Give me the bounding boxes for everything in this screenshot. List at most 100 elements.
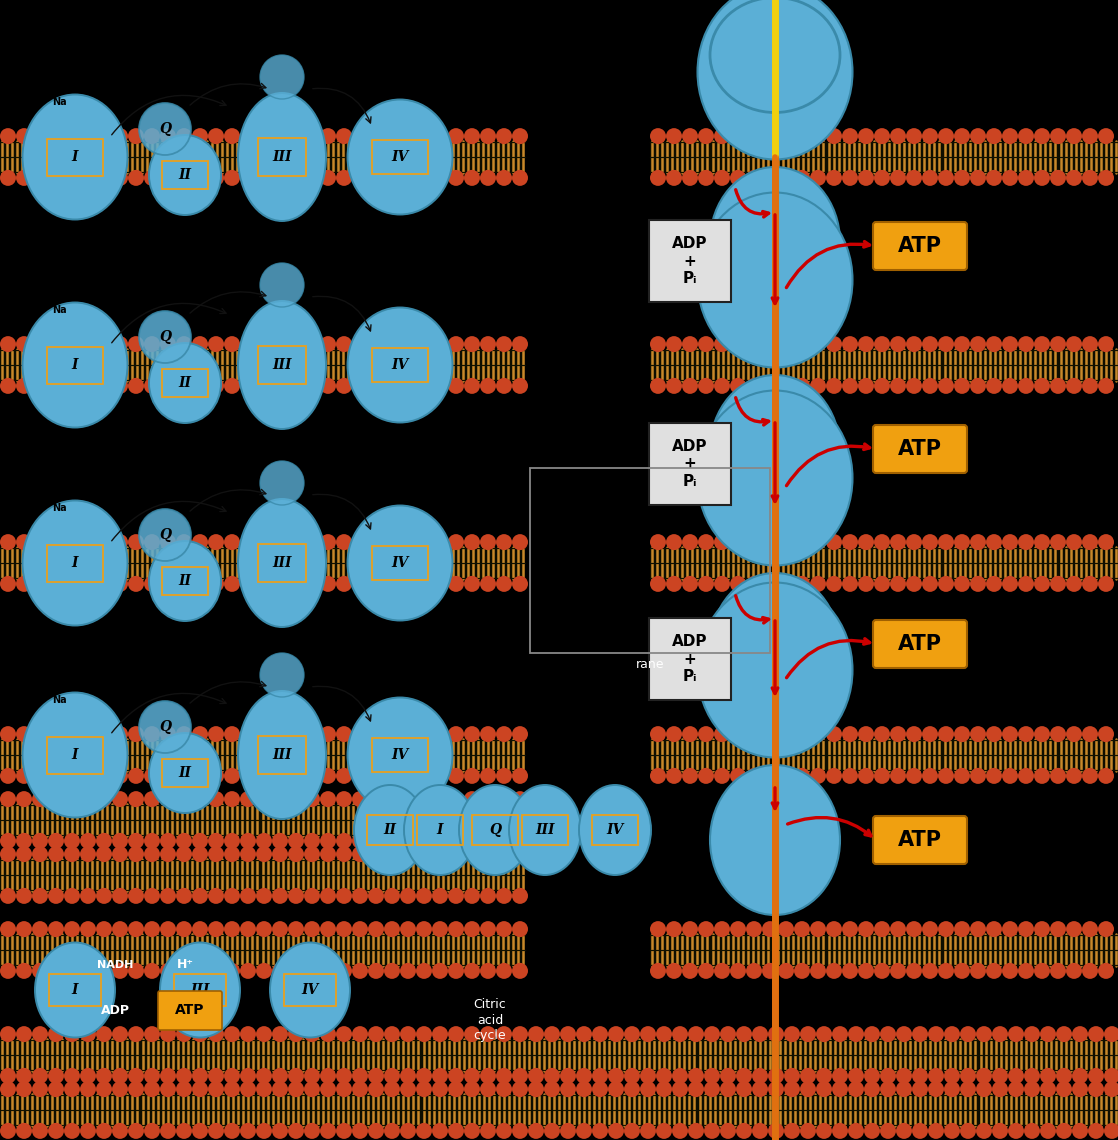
Text: Q: Q (159, 122, 171, 136)
Circle shape (496, 833, 512, 849)
Text: III: III (273, 150, 292, 164)
Circle shape (127, 1081, 144, 1097)
Circle shape (416, 1081, 432, 1097)
Text: IV: IV (391, 748, 408, 762)
Circle shape (811, 921, 826, 937)
Circle shape (368, 768, 383, 784)
Circle shape (954, 170, 970, 186)
Circle shape (256, 1026, 272, 1042)
Text: I: I (72, 150, 78, 164)
Circle shape (794, 336, 811, 352)
Circle shape (48, 791, 64, 807)
Circle shape (720, 1068, 736, 1084)
Ellipse shape (35, 943, 115, 1037)
Bar (650, 142, 1118, 171)
Text: I: I (72, 556, 78, 570)
Circle shape (48, 1081, 64, 1097)
Circle shape (1040, 1123, 1057, 1139)
Circle shape (528, 1123, 544, 1139)
Circle shape (778, 535, 794, 551)
Circle shape (960, 1026, 976, 1042)
Circle shape (432, 170, 448, 186)
Circle shape (794, 377, 811, 394)
Circle shape (938, 963, 954, 979)
Circle shape (730, 576, 746, 592)
Circle shape (32, 1081, 48, 1097)
Circle shape (320, 726, 337, 742)
Circle shape (704, 1123, 720, 1139)
Circle shape (496, 377, 512, 394)
Circle shape (1040, 1081, 1057, 1097)
Circle shape (1034, 336, 1050, 352)
Circle shape (383, 888, 400, 904)
Circle shape (127, 833, 144, 849)
Circle shape (139, 701, 191, 754)
Circle shape (682, 576, 698, 592)
Circle shape (176, 535, 192, 551)
Circle shape (256, 336, 272, 352)
Circle shape (746, 768, 762, 784)
Circle shape (32, 888, 48, 904)
Circle shape (730, 128, 746, 144)
Circle shape (352, 535, 368, 551)
Circle shape (778, 963, 794, 979)
Circle shape (842, 535, 858, 551)
Circle shape (896, 1123, 912, 1139)
Bar (650, 220, 731, 302)
Circle shape (528, 1081, 544, 1097)
Circle shape (304, 888, 320, 904)
Circle shape (794, 921, 811, 937)
Text: I: I (72, 748, 78, 762)
Circle shape (576, 1026, 593, 1042)
Circle shape (288, 535, 304, 551)
Circle shape (560, 1081, 576, 1097)
Circle shape (80, 1123, 96, 1139)
Ellipse shape (710, 765, 840, 915)
Circle shape (672, 1123, 688, 1139)
Circle shape (1018, 726, 1034, 742)
Circle shape (240, 846, 256, 862)
Text: ATP: ATP (898, 236, 942, 256)
Circle shape (272, 576, 288, 592)
Circle shape (938, 336, 954, 352)
Circle shape (1082, 128, 1098, 144)
Circle shape (1050, 576, 1065, 592)
Circle shape (650, 377, 666, 394)
Circle shape (432, 1026, 448, 1042)
Ellipse shape (698, 193, 853, 367)
Circle shape (288, 846, 304, 862)
Circle shape (666, 336, 682, 352)
Circle shape (922, 170, 938, 186)
Circle shape (64, 377, 80, 394)
Circle shape (272, 846, 288, 862)
Circle shape (496, 768, 512, 784)
Circle shape (954, 726, 970, 742)
Circle shape (944, 1068, 960, 1084)
Circle shape (698, 377, 714, 394)
Bar (0, 936, 525, 964)
Circle shape (127, 1123, 144, 1139)
Circle shape (1040, 1068, 1057, 1084)
Circle shape (858, 921, 874, 937)
Circle shape (698, 170, 714, 186)
Circle shape (176, 1068, 192, 1084)
Circle shape (176, 170, 192, 186)
Circle shape (800, 1123, 816, 1139)
Circle shape (544, 1026, 560, 1042)
Circle shape (811, 170, 826, 186)
Circle shape (144, 963, 160, 979)
Circle shape (112, 170, 127, 186)
Circle shape (480, 1081, 496, 1097)
Circle shape (96, 128, 112, 144)
Circle shape (593, 1026, 608, 1042)
Circle shape (80, 963, 96, 979)
Circle shape (240, 888, 256, 904)
Circle shape (986, 963, 1002, 979)
Circle shape (337, 1081, 352, 1097)
Circle shape (698, 576, 714, 592)
Circle shape (192, 128, 208, 144)
Circle shape (1065, 963, 1082, 979)
Circle shape (832, 1068, 847, 1084)
Text: ATP: ATP (176, 1003, 205, 1017)
Circle shape (448, 768, 464, 784)
